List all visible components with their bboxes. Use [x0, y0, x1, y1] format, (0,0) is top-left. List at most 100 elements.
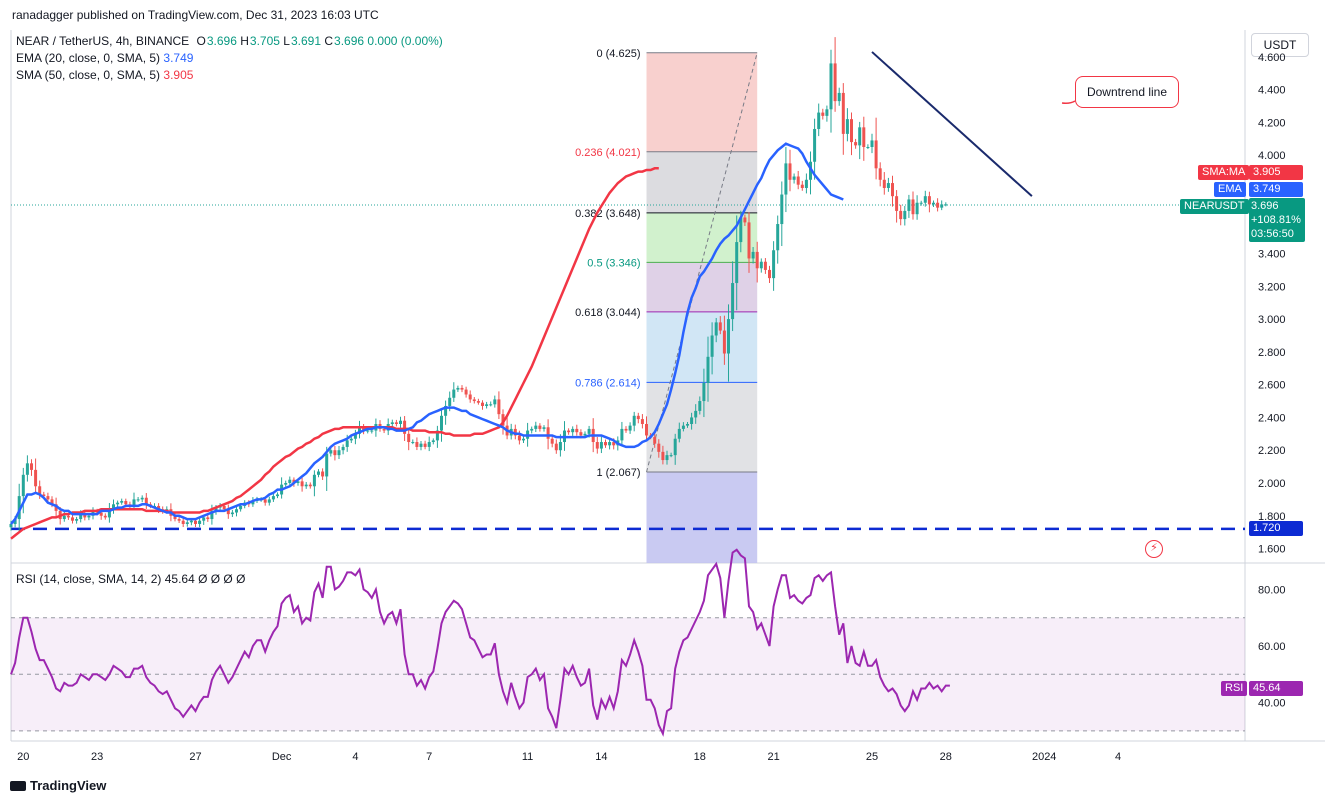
fib-zone: [646, 52, 758, 152]
tv-logo-icon: [10, 781, 26, 791]
candle-body: [493, 399, 497, 405]
fib-level-label: 0.382 (3.648): [575, 208, 640, 220]
candle-body: [661, 451, 665, 461]
candle-body: [38, 486, 42, 495]
symbol-title: NEAR / TetherUS, 4h, BINANCE: [16, 34, 190, 48]
candle-body: [776, 224, 780, 251]
downtrend-annotation[interactable]: Downtrend line: [1075, 76, 1179, 108]
last-price-tag: 3.696 +108.81% 03:56:50: [1249, 198, 1305, 242]
candle-body: [181, 520, 185, 524]
candle-body: [276, 494, 279, 497]
price-tick-label: 2.000: [1258, 478, 1286, 490]
candle-body: [34, 469, 38, 487]
candle-body: [784, 163, 788, 195]
candle-body: [870, 140, 874, 148]
fib-zone: [646, 311, 758, 383]
candle-body: [632, 415, 636, 426]
price-tick-label: 2.400: [1258, 412, 1286, 424]
candle-body: [403, 420, 407, 434]
candle-body: [124, 501, 128, 505]
time-tick-label: 2024: [1032, 751, 1056, 763]
fib-level-label: 0.236 (4.021): [575, 147, 640, 159]
candle-body: [735, 242, 739, 284]
ema-name-tag: EMA: [1214, 182, 1246, 197]
candle-body: [923, 196, 927, 203]
price-tick-label: 3.200: [1258, 281, 1286, 293]
fibonacci-retracement: 0 (4.625) 0.236 (4.021) 0.382 (3.648) 0.5 (…: [575, 48, 758, 563]
candle-body: [624, 428, 628, 431]
candle-body: [817, 112, 821, 129]
sma-legend: SMA (50, close, 0, SMA, 5) 3.905: [16, 68, 193, 82]
candle-body: [833, 63, 837, 102]
price-tick-label: 4.400: [1258, 85, 1286, 97]
candle-body: [513, 428, 517, 436]
candle-body: [891, 183, 894, 197]
candle-body: [456, 387, 460, 390]
time-tick-label: 18: [694, 751, 706, 763]
candle-body: [132, 499, 136, 506]
close-value: 3.696: [334, 34, 365, 48]
downtrend-line: [871, 51, 1033, 197]
candle-body: [698, 401, 702, 411]
candle-body: [333, 450, 337, 456]
candle-body: [727, 319, 730, 354]
rsi-name-tag: RSI: [1221, 681, 1248, 696]
rsi-tick-label: 60.00: [1258, 641, 1286, 653]
candle-body: [542, 427, 546, 429]
candle-body: [107, 509, 111, 518]
candle-body: [177, 519, 181, 521]
candle-body: [79, 514, 83, 520]
candle-body: [780, 194, 784, 225]
candle-body: [50, 499, 54, 505]
trendline-group: [871, 51, 1076, 197]
candle-body: [927, 196, 931, 205]
candle-body: [235, 509, 238, 513]
sma-name-tag: SMA:MA: [1198, 165, 1250, 180]
currency-button[interactable]: USDT: [1251, 33, 1309, 57]
candle-body: [932, 202, 935, 205]
candle-body: [75, 519, 79, 521]
candle-body: [472, 399, 476, 402]
candle-body: [366, 430, 370, 432]
axes: 4.6004.4004.2004.0003.8003.6003.4003.200…: [17, 52, 1285, 763]
candle-body: [173, 515, 177, 520]
candle-body: [157, 505, 161, 510]
lightning-icon[interactable]: ⚡: [1145, 540, 1163, 558]
candle-body: [284, 483, 288, 485]
candle-body: [558, 442, 562, 451]
candle-body: [554, 443, 558, 451]
candle-body: [382, 428, 386, 431]
candle-body: [423, 443, 427, 447]
candle-body: [636, 415, 640, 420]
fib-level-label: 0 (4.625): [596, 48, 640, 60]
candle-body: [46, 496, 50, 500]
candle-body: [362, 427, 366, 431]
candle-body: [517, 435, 521, 441]
candle-body: [112, 504, 115, 510]
candle-body: [825, 109, 829, 116]
candle-body: [858, 127, 862, 146]
sma-value: 3.905: [163, 68, 194, 82]
candle-body: [30, 463, 33, 470]
candle-body: [595, 442, 599, 449]
candle-body: [944, 204, 948, 206]
candle-body: [202, 517, 206, 521]
candle-body: [706, 356, 710, 384]
price-tick-label: 4.000: [1258, 150, 1286, 162]
candle-body: [677, 428, 681, 439]
candle-body: [714, 322, 718, 336]
candle-body: [415, 442, 419, 447]
candle-body: [300, 481, 304, 487]
candle-body: [841, 92, 845, 134]
candle-body: [755, 251, 759, 269]
bar-countdown: 03:56:50: [1251, 228, 1294, 240]
change-percent: +108.81%: [1251, 214, 1301, 226]
candle-body: [878, 168, 882, 180]
candle-body: [575, 428, 579, 433]
candle-body: [501, 414, 505, 426]
sma50-line: [10, 167, 659, 540]
candle-body: [214, 507, 218, 511]
candle-body: [329, 450, 333, 454]
high-label: H: [240, 34, 249, 48]
